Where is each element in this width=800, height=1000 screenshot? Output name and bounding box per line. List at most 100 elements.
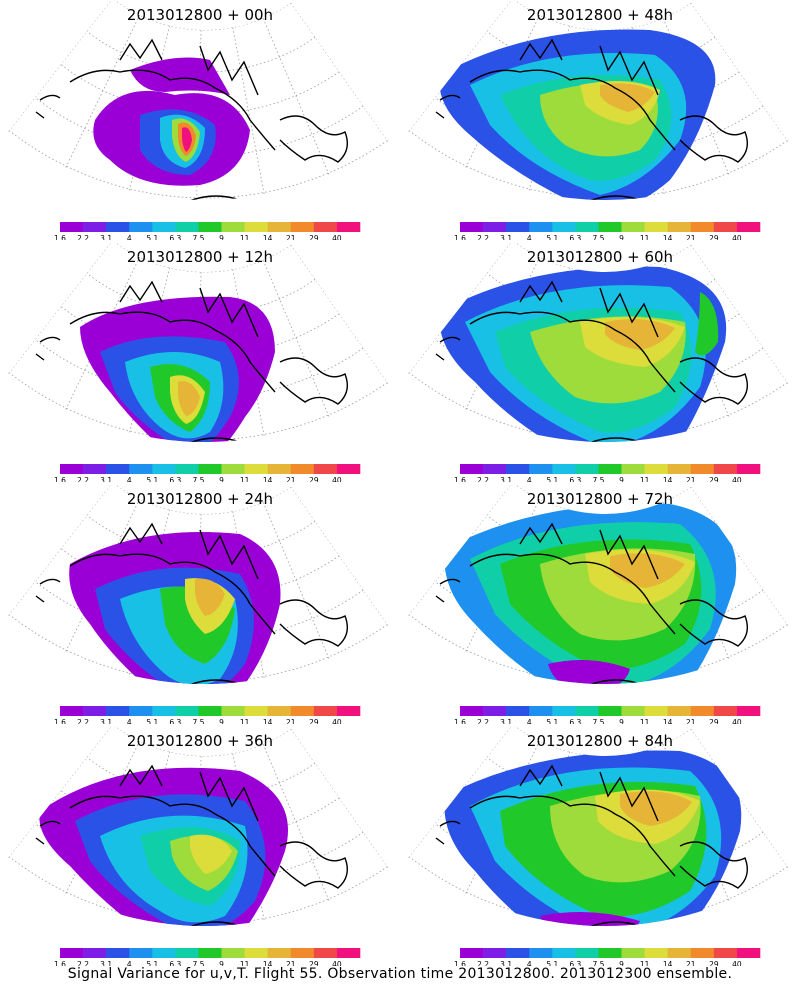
colorbar-tick-label: 3.1 xyxy=(100,718,112,724)
colorbar-tick-label: 5.1 xyxy=(546,234,558,240)
colorbar-swatch xyxy=(621,948,645,958)
colorbar-tick-label: 4 xyxy=(127,960,132,966)
colorbar-swatch xyxy=(713,948,738,958)
colorbar-tick-label: 1.6 xyxy=(54,476,66,482)
colorbar-tick-label: 6.3 xyxy=(569,476,581,482)
field-layer xyxy=(7,484,389,684)
colorbar-swatch xyxy=(690,464,715,474)
colorbar-tick-label: 11 xyxy=(240,718,250,724)
colorbar-swatch xyxy=(290,464,315,474)
colorbar-swatch xyxy=(106,222,130,232)
coastline-layer xyxy=(35,280,348,442)
colorbar-swatch xyxy=(552,948,576,958)
panel-00h: 2013012800 + 00h 1.6 2.2 3.1 4 5.1 6.3 7.5 9 11 1… xyxy=(0,0,400,240)
colorbar-tick-label: 21 xyxy=(686,476,696,482)
colorbar-tick-label: 7.5 xyxy=(192,476,204,482)
panel-24h: 2013012800 + 24h 1.6 2.2 3.1 4 5.1 6.3 7.5 9 11 1… xyxy=(0,484,400,724)
colorbar-tick-label: 11 xyxy=(640,476,650,482)
colorbar-swatch xyxy=(483,222,507,232)
coastline xyxy=(519,522,659,580)
colorbar-tick-label: 2.2 xyxy=(477,476,489,482)
colorbar-swatch xyxy=(60,464,84,474)
coastline xyxy=(435,553,676,635)
colorbar-swatch xyxy=(736,948,761,958)
variance-contour xyxy=(605,319,675,350)
variance-contour xyxy=(600,83,655,112)
colorbar-swatch xyxy=(60,222,84,232)
panel-title: 2013012800 + 00h xyxy=(126,6,274,24)
colorbar-swatch xyxy=(175,706,199,716)
colorbar-tick-label: 14 xyxy=(263,960,273,966)
coastline xyxy=(119,522,259,580)
colorbar-swatch xyxy=(244,948,268,958)
panel-title: 2013012800 + 60h xyxy=(526,248,674,266)
coastline xyxy=(35,553,276,635)
field-layer xyxy=(407,242,789,442)
colorbar-swatch xyxy=(690,706,715,716)
field-layer xyxy=(407,484,789,684)
colorbar-tick-label: 29 xyxy=(709,234,719,240)
variance-contour xyxy=(548,660,630,684)
coastline xyxy=(435,69,676,151)
colorbar: 1.6 2.2 3.1 4 5.1 6.3 7.5 9 11 14 21 29 40 xyxy=(454,706,761,724)
colorbar-swatch xyxy=(552,222,576,232)
colorbar-swatch xyxy=(60,948,84,958)
colorbar-swatch xyxy=(336,948,361,958)
colorbar-tick-label: 1.6 xyxy=(454,476,466,482)
colorbar-swatch xyxy=(106,706,130,716)
field-layer xyxy=(7,726,389,926)
colorbar-tick-label: 9 xyxy=(619,234,624,240)
coastline xyxy=(179,679,291,684)
variance-contour xyxy=(190,834,232,874)
colorbar-swatch xyxy=(644,222,668,232)
colorbar-swatch xyxy=(598,948,622,958)
colorbar-tick-label: 9 xyxy=(219,234,224,240)
coastline xyxy=(279,599,348,647)
colorbar-tick-label: 3.1 xyxy=(100,960,112,966)
colorbar-swatch xyxy=(690,948,715,958)
colorbar-tick-label: 9 xyxy=(219,718,224,724)
colorbar-swatch xyxy=(575,464,599,474)
colorbar-tick-label: 7.5 xyxy=(192,234,204,240)
colorbar-swatch xyxy=(313,464,338,474)
colorbar-swatch xyxy=(198,222,222,232)
colorbar-tick-label: 1.6 xyxy=(54,960,66,966)
colorbar-tick-label: 40 xyxy=(332,960,342,966)
colorbar-swatch xyxy=(644,948,668,958)
panel-84h: 2013012800 + 84h 1.6 2.2 3.1 4 5.1 6.3 7.5 9 11 1… xyxy=(400,726,800,966)
colorbar-swatch xyxy=(529,464,553,474)
colorbar-swatch xyxy=(575,706,599,716)
colorbar-tick-label: 5.1 xyxy=(546,960,558,966)
colorbar-swatch xyxy=(267,948,292,958)
colorbar-swatch xyxy=(313,948,338,958)
colorbar-tick-label: 3.1 xyxy=(500,476,512,482)
colorbar-tick-label: 2.2 xyxy=(77,476,89,482)
colorbar-tick-label: 40 xyxy=(332,718,342,724)
colorbar-tick-label: 1.6 xyxy=(454,718,466,724)
colorbar-tick-label: 5.1 xyxy=(146,960,158,966)
map-plot: 1.6 2.2 3.1 4 5.1 6.3 7.5 9 11 14 21 29 40 xyxy=(7,484,389,724)
coastline xyxy=(519,764,659,822)
colorbar-swatch xyxy=(290,948,315,958)
colorbar-swatch xyxy=(60,706,84,716)
map-plot: 1.6 2.2 3.1 4 5.1 6.3 7.5 9 11 14 21 29 40 xyxy=(407,484,789,724)
coastline xyxy=(435,311,676,393)
colorbar-swatch xyxy=(529,948,553,958)
colorbar-swatch xyxy=(529,222,553,232)
colorbar-tick-label: 14 xyxy=(263,718,273,724)
colorbar-tick-label: 4 xyxy=(527,718,532,724)
coastline xyxy=(679,599,748,647)
colorbar-swatch xyxy=(129,222,153,232)
colorbar-tick-label: 2.2 xyxy=(77,718,89,724)
figure-caption: Signal Variance for u,v,T. Flight 55. Ob… xyxy=(67,966,733,982)
colorbar-swatch xyxy=(244,464,268,474)
colorbar-swatch xyxy=(175,222,199,232)
colorbar-swatch xyxy=(129,948,153,958)
colorbar-swatch xyxy=(244,706,268,716)
colorbar-swatch xyxy=(736,464,761,474)
colorbar-tick-label: 29 xyxy=(709,960,719,966)
colorbar-swatch xyxy=(644,464,668,474)
colorbar-tick-label: 7.5 xyxy=(592,234,604,240)
colorbar-tick-label: 2.2 xyxy=(477,960,489,966)
colorbar-swatch xyxy=(83,948,107,958)
